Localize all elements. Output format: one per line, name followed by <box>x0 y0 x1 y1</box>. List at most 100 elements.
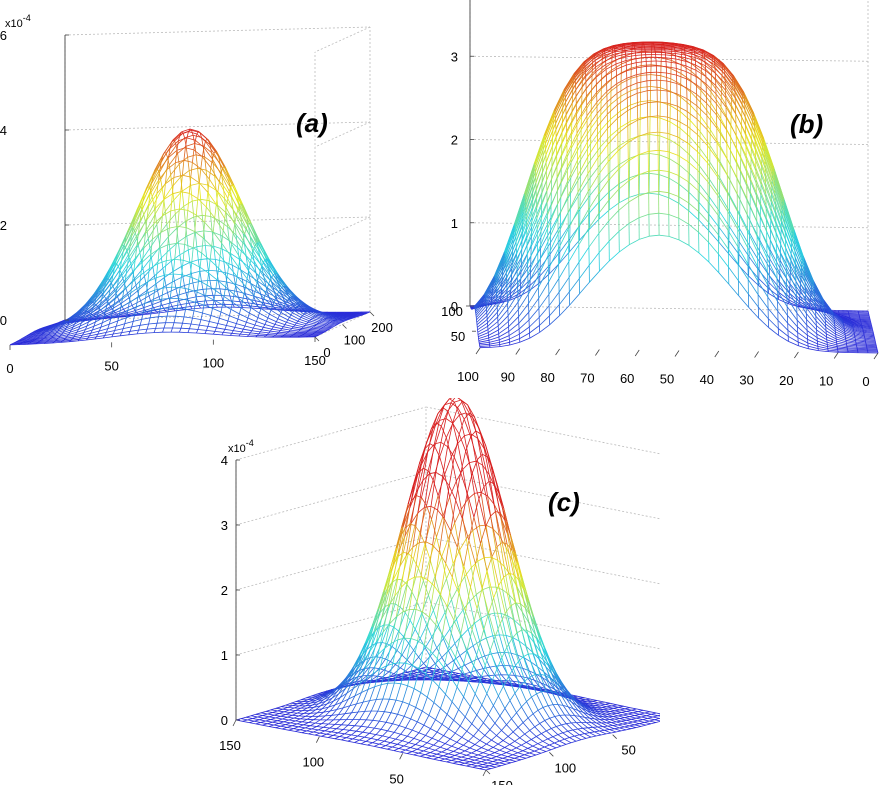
plot-a-mesh-line <box>366 312 369 314</box>
plot-b-mesh-line <box>605 53 616 58</box>
plot-b-mesh-line <box>522 199 533 227</box>
plot-b-mesh-line <box>534 135 545 164</box>
plot-a-mesh-line <box>135 247 145 259</box>
plot-a-mesh-line <box>360 314 363 316</box>
plot-a-mesh-line <box>121 273 124 279</box>
plot-a-mesh-line <box>127 284 137 294</box>
plot-a-mesh-line <box>212 153 215 160</box>
plot-a-mesh-line <box>269 310 272 315</box>
plot-a-mesh-line <box>188 288 198 293</box>
plot-a-mesh-line <box>190 162 193 178</box>
plot-a-mesh-line <box>92 326 101 331</box>
plot-b-grid-line <box>469 139 869 145</box>
plot-a-mesh-line <box>185 137 188 148</box>
plot-a-mesh-line <box>283 326 292 329</box>
plot-a-mesh-line <box>219 311 222 319</box>
plot-a-mesh-line <box>222 248 231 254</box>
plot-a-mesh-line <box>316 335 319 337</box>
plot-b-mesh-line <box>590 114 602 129</box>
plot-a-mesh-line <box>115 320 119 327</box>
plot-a-mesh-line <box>235 276 238 286</box>
plot-b-mesh-line <box>813 286 825 306</box>
plot-a-mesh-line <box>290 312 293 316</box>
plot-b-mesh-line <box>484 276 496 296</box>
plot-b-mesh-line <box>584 60 596 70</box>
plot-a-mesh-line <box>301 303 311 311</box>
plot-b-mesh-line <box>550 225 561 244</box>
plot-a-mesh-line <box>177 208 180 227</box>
plot-a-mesh-line <box>310 329 319 331</box>
plot-a-mesh-line <box>86 321 89 327</box>
plot-a-mesh-line <box>24 340 34 342</box>
plot-a-mesh-line <box>240 301 243 308</box>
plot-a-mesh-line <box>271 328 281 331</box>
plot-b-mesh-line <box>694 50 705 55</box>
plot-a-mesh-line <box>192 135 195 144</box>
plot-a-mesh-line <box>260 303 263 309</box>
plot-a-mesh-line <box>226 266 229 277</box>
plot-a-mesh-line <box>266 317 269 322</box>
plot-a-mesh-line <box>300 317 310 322</box>
plot-a-mesh-line <box>166 213 176 225</box>
plot-a-mesh-line <box>70 314 80 322</box>
plot-a-mesh-line <box>208 200 212 217</box>
plot-a-mesh-line <box>56 321 66 327</box>
plot-a-mesh-line <box>179 328 182 333</box>
plot-a-mesh-line <box>283 303 286 307</box>
plot-b-mesh-line <box>723 65 735 78</box>
plot-a-mesh-line <box>231 265 235 276</box>
plot-a-mesh-line <box>136 232 139 246</box>
plot-a-mesh-line <box>232 304 242 306</box>
plot-a-mesh-line <box>121 328 124 333</box>
plot-a-mesh-line <box>146 213 156 230</box>
plot-a-mesh-line <box>139 312 149 315</box>
plot-b-mesh-line <box>794 244 805 272</box>
plot-b-mesh-line <box>751 121 763 148</box>
plot-a-mesh-line <box>170 302 173 307</box>
plot-a-mesh-line <box>271 281 281 290</box>
plot-a-mesh-line <box>333 325 336 328</box>
plot-a-mesh-line <box>190 318 193 325</box>
plot-a-mesh-line <box>172 259 176 275</box>
surface-plot-b-svg: 01234100908070605040302010050100(b) <box>441 0 879 389</box>
plot-a-mesh-line <box>202 289 205 296</box>
plot-b-mesh-line <box>485 282 497 301</box>
plot-b-mesh-line <box>862 328 873 331</box>
plot-a-mesh-line <box>91 284 102 297</box>
plot-b-mesh-line <box>823 300 834 316</box>
plot-a-mesh-line <box>143 233 146 249</box>
plot-a-mesh-line <box>113 332 122 335</box>
plot-a-mesh-line <box>115 283 125 294</box>
plot-a-mesh-line <box>83 296 93 307</box>
plot-a-mesh-line <box>226 276 236 286</box>
plot-b-mesh-line <box>781 205 793 235</box>
plot-a-mesh-line <box>237 247 240 260</box>
plot-b-mesh-line <box>693 47 704 51</box>
plot-a-mesh-line <box>191 247 194 263</box>
plot-a-mesh-line <box>144 175 154 194</box>
plot-a-mesh-line <box>177 226 187 228</box>
plot-a-mesh-line <box>334 324 337 327</box>
plot-a-mesh-line <box>280 330 289 332</box>
plot-b-mesh-line <box>625 58 637 61</box>
plot-a-mesh-line <box>45 328 54 332</box>
plot-b-mesh-line <box>710 82 722 97</box>
plot-a-mesh-line <box>93 322 103 327</box>
plot-a-mesh-line <box>262 260 266 263</box>
plot-a-mesh-line <box>166 162 176 170</box>
plot-a-mesh-line <box>176 221 186 229</box>
plot-b-mesh-line <box>585 71 597 83</box>
plot-b-mesh-line <box>613 44 624 47</box>
plot-b-mesh-line <box>793 229 804 259</box>
plot-a-mesh-line <box>316 324 325 327</box>
plot-a-mesh-line <box>77 310 87 319</box>
plot-a-mesh-line <box>285 286 296 297</box>
plot-a-mesh-line <box>146 206 149 220</box>
plot-a-mesh-line <box>17 340 27 342</box>
plot-a-mesh-line <box>122 236 132 253</box>
plot-a-mesh-line <box>31 340 41 343</box>
plot-a-mesh-line <box>214 300 217 305</box>
plot-b-mesh-line <box>862 326 873 329</box>
plot-a-mesh-line <box>107 325 117 329</box>
plot-b-mesh-line <box>744 99 755 122</box>
